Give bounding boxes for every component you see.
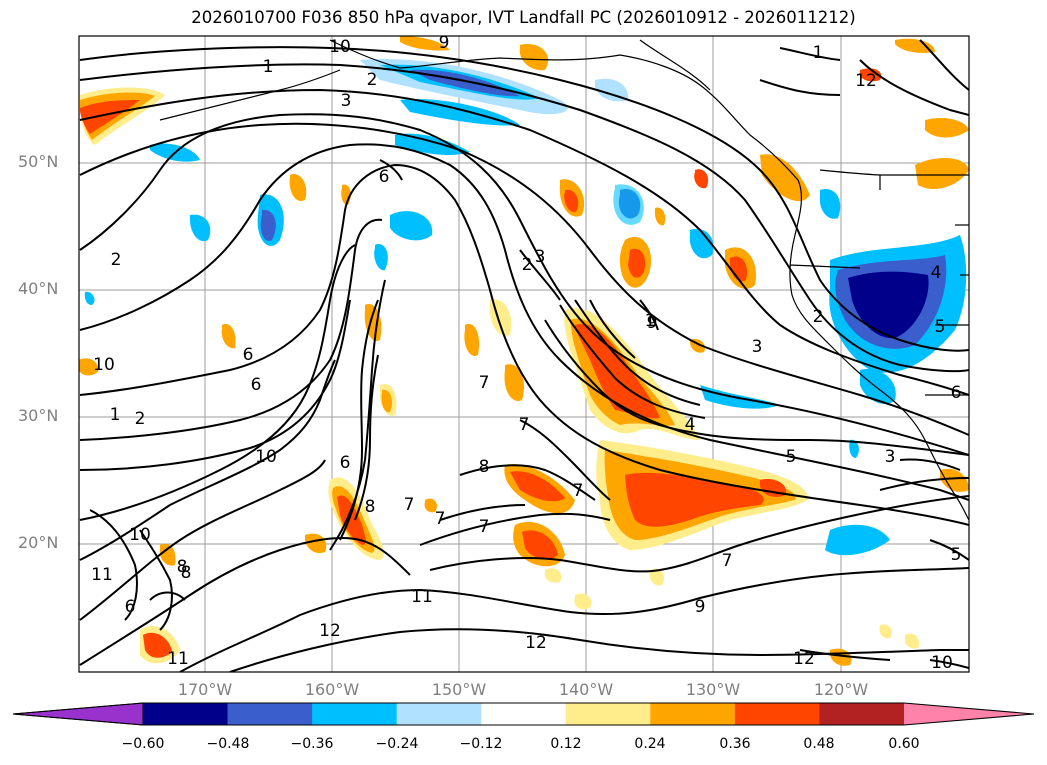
lon-label: 120°W [813,680,869,699]
lon-label: 130°W [685,680,741,699]
contour-label: 7 [519,415,530,435]
contour-label: 6 [243,345,254,365]
contour-label: 2 [367,70,378,90]
contour-label: 6 [951,383,962,403]
contour-label: 7 [435,509,446,529]
contour-label: 10 [931,653,953,673]
contour-label: 6 [379,167,390,187]
colorbar-tick: 0.36 [719,736,751,752]
figure-title: 2026010700 F036 850 hPa qvapor, IVT Land… [191,8,856,27]
contour-label: 10 [255,447,277,467]
contour-labels: 10 9 1 2 3 6 6 2 1 7 4 2 1 3 5 6 2 3 6 6… [91,33,962,673]
contour-label: 9 [695,597,706,617]
contour-label: 4 [685,415,696,435]
contour-label: 2 [135,409,146,429]
contour-label: 7 [404,495,415,515]
colorbar-tick: 0.24 [634,736,666,752]
lat-label: 20°N [18,533,59,552]
contour-label: 9 [647,313,658,333]
colorbar-tick: 0.48 [803,736,835,752]
contour-label: 7 [479,517,490,537]
contour-label: 8 [181,563,192,583]
contour-label: 8 [479,457,490,477]
contour-label: 2 [813,307,824,327]
contour-label: 2 [111,250,122,270]
contour-label: 1 [813,43,824,63]
contour-label: 12 [855,71,877,91]
contour-label: 7 [722,551,733,571]
colorbar-tick: −0.60 [121,736,165,752]
contour-label: 6 [251,375,262,395]
contour-label: 3 [341,91,352,111]
ivt-contours [79,39,969,672]
colorbar-tick: −0.12 [459,736,503,752]
lat-label: 50°N [18,152,59,171]
contour-label: 7 [573,481,584,501]
contour-label: 3 [752,337,763,357]
contour-label: 6 [340,453,351,473]
contour-label: 1 [110,405,121,425]
contour-label: 10 [93,355,115,375]
contour-label: 9 [439,33,450,53]
contour-label: 11 [91,565,113,585]
contour-label: 10 [129,525,151,545]
contour-label: 4 [931,263,942,283]
contour-label: 11 [411,587,433,607]
contour-label: 5 [786,447,797,467]
contour-label: 5 [951,545,962,565]
contour-label: 7 [479,373,490,393]
contour-label: 6 [125,597,136,617]
contour-label: 8 [177,557,188,577]
colorbar-tick: −0.24 [375,736,419,752]
contour-label: 5 [935,317,946,337]
contour-label: 11 [167,649,189,669]
contour-label: 2 [522,255,533,275]
contour-label: 3 [535,247,546,267]
contour-label: 8 [365,497,376,517]
lon-label: 170°W [177,680,233,699]
contour-label: 12 [793,649,815,669]
lat-label: 30°N [18,406,59,425]
colorbar-tick: 0.12 [550,736,582,752]
colorbar-tick: 0.60 [888,736,920,752]
lon-label: 140°W [558,680,614,699]
coastlines [159,39,969,521]
lat-label: 40°N [18,279,59,298]
colorbar-tick: −0.48 [206,736,250,752]
contour-label: 1 [263,57,274,77]
lon-label: 160°W [304,680,360,699]
contour-label: 3 [885,447,896,467]
contour-label: 1 [645,311,656,331]
contour-label: 10 [329,37,351,57]
contour-label: 12 [319,621,341,641]
contour-label: 12 [525,633,547,653]
colorbar-tick: −0.36 [290,736,334,752]
lon-label: 150°W [431,680,487,699]
plot-frame [78,35,970,673]
